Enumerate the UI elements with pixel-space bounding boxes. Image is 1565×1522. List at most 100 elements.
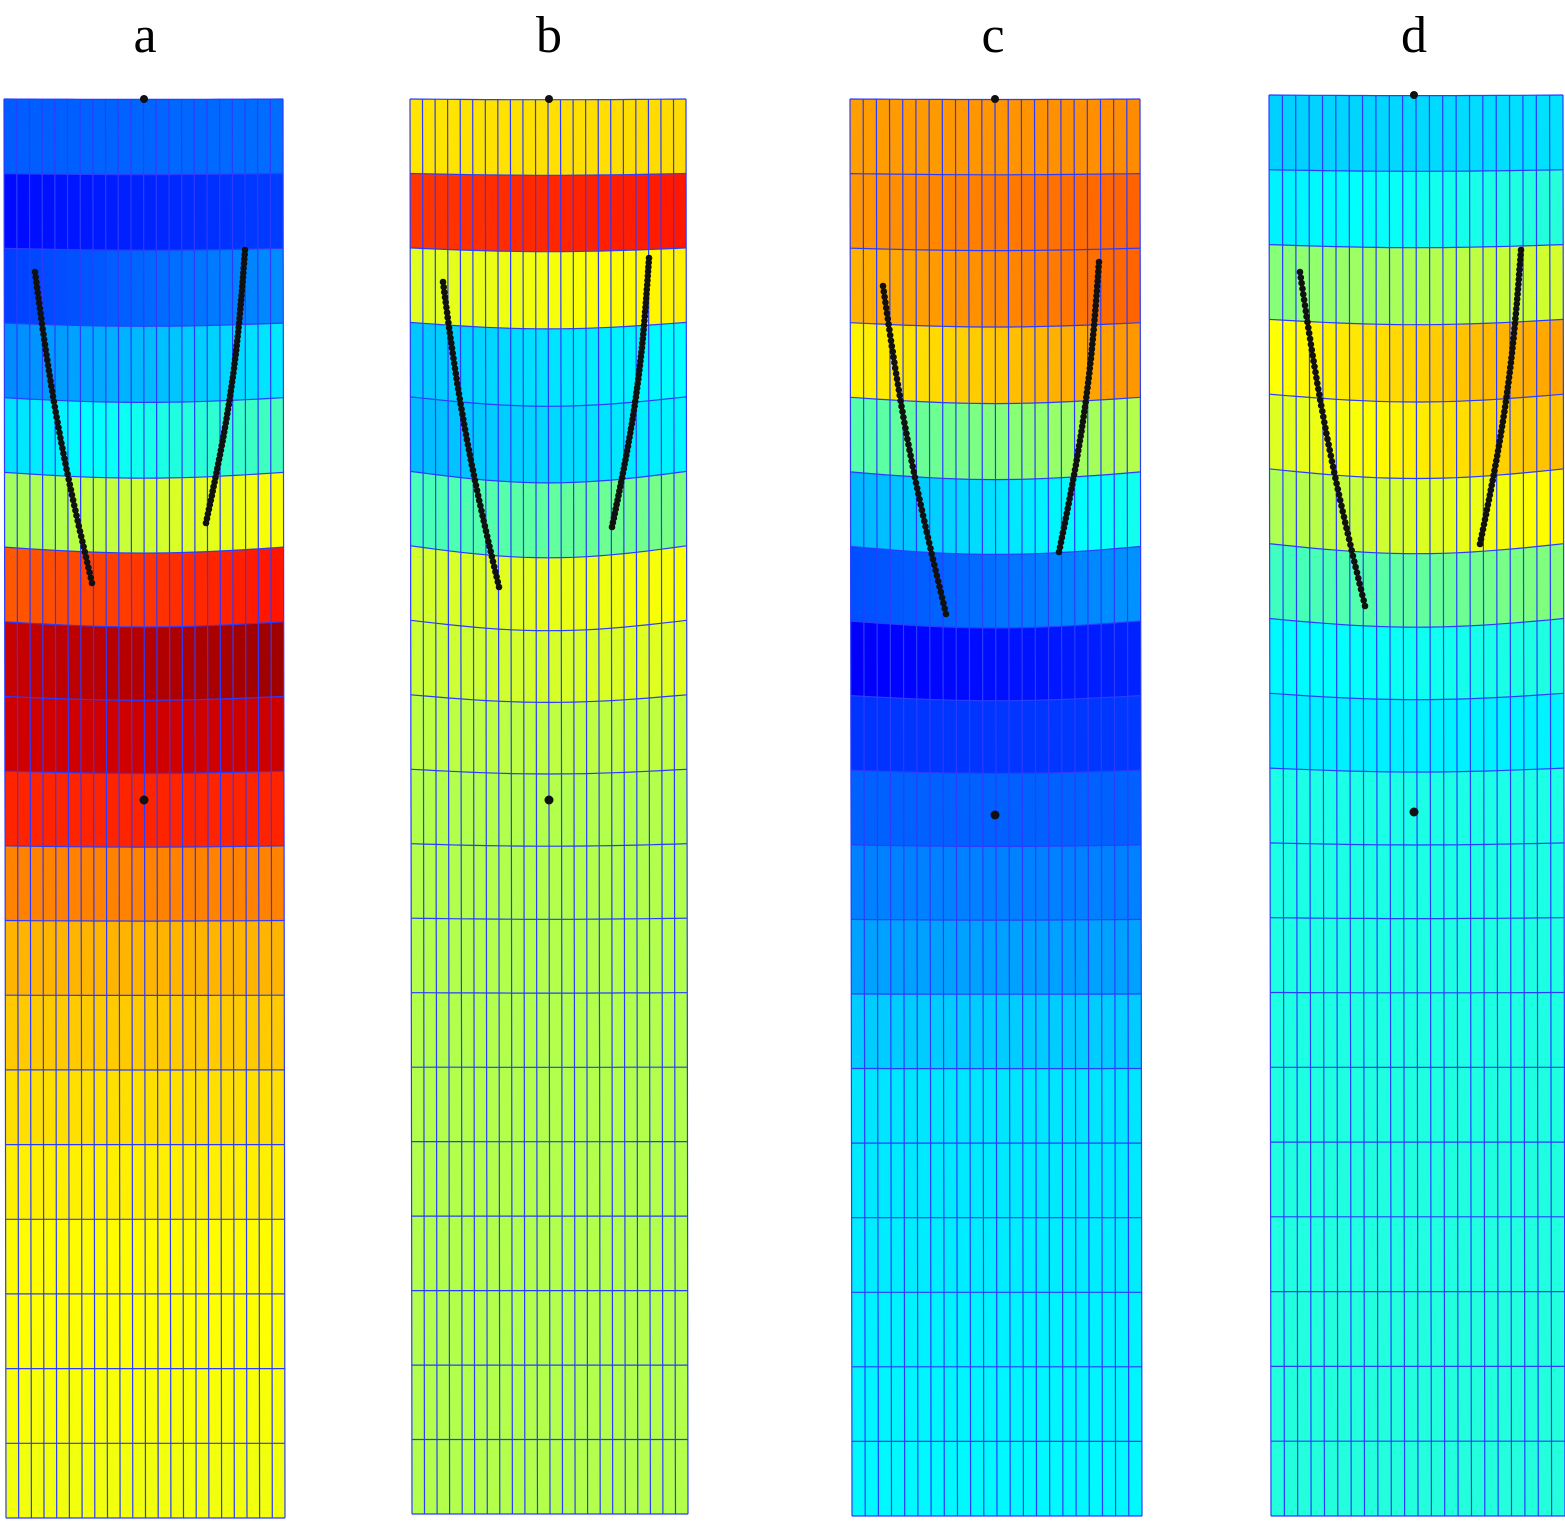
right-marker-point (1512, 310, 1520, 318)
mesh-cell (1113, 173, 1128, 250)
mesh-cell (648, 474, 662, 552)
left-marker-point (923, 528, 930, 536)
left-marker-point (1314, 380, 1321, 387)
mesh-cell (131, 995, 146, 1071)
mesh-cell (1310, 1141, 1325, 1218)
mesh-cell (131, 1144, 146, 1220)
mesh-cell (80, 400, 94, 478)
mesh-cell (1114, 621, 1129, 698)
mesh-cell (876, 473, 891, 551)
mesh-cell (1100, 248, 1115, 325)
left-marker-point (931, 561, 938, 569)
left-marker-point (36, 305, 44, 312)
mesh-cell (461, 1439, 476, 1515)
mesh-cell (1417, 1440, 1432, 1517)
left-marker-point (481, 522, 489, 530)
mesh-cell (1364, 1440, 1379, 1517)
mesh-cell (168, 174, 183, 251)
left-marker-point (55, 424, 62, 431)
mesh-cell (547, 328, 562, 407)
mesh-column-line (941, 99, 945, 1517)
mesh-cell (1417, 1141, 1432, 1218)
mesh-cell (956, 1142, 971, 1218)
mesh-cell (257, 472, 272, 550)
mesh-cell (1416, 771, 1431, 846)
mesh-cell (1404, 1366, 1419, 1442)
mesh-cell (1323, 769, 1338, 845)
mesh-cell (851, 1292, 866, 1368)
mesh-cell (68, 994, 82, 1071)
mesh-cell (649, 1215, 663, 1291)
mesh-cell (17, 994, 32, 1071)
mesh-cell (169, 1144, 184, 1220)
mesh-cell (510, 773, 525, 847)
mesh-cell (4, 994, 19, 1071)
right-marker-point (1512, 315, 1519, 322)
mesh-cell (995, 772, 1010, 847)
mesh-cell (1523, 768, 1538, 845)
mesh-cell (1415, 95, 1430, 172)
mesh-cell (17, 622, 31, 698)
mesh-cell (915, 174, 930, 251)
left-marker-point (35, 294, 42, 302)
mesh-cell (119, 1219, 133, 1295)
mesh-cell (220, 698, 234, 774)
mesh-cell (1088, 1068, 1103, 1144)
mesh-cell (106, 920, 120, 996)
mesh-cell (1522, 245, 1537, 322)
mesh-cell (460, 844, 475, 920)
mesh-cell (1470, 992, 1485, 1068)
panel-label-d: d (1401, 7, 1427, 64)
mesh-cell (661, 547, 675, 624)
mesh-cell (662, 1364, 676, 1440)
mesh-cell (889, 474, 904, 552)
mesh-cell (1377, 1216, 1392, 1292)
left-marker-point (1352, 563, 1359, 571)
mesh-cell (1323, 1440, 1339, 1517)
mesh-cell (1035, 1292, 1050, 1368)
mesh-cell (155, 99, 170, 175)
mesh-cell (29, 697, 44, 773)
mesh-cell (510, 174, 524, 252)
mesh-cell (864, 1366, 879, 1442)
mesh-cell (890, 919, 905, 995)
mesh-cell (484, 99, 499, 176)
mesh-cell (1497, 1440, 1512, 1517)
mesh-cell (473, 626, 487, 701)
mesh-cell (16, 173, 30, 250)
mesh-cell (1296, 620, 1311, 697)
mesh-cell (1061, 551, 1076, 627)
mesh-cell (889, 549, 904, 626)
mesh-cell (1429, 477, 1444, 554)
mesh-cell (1550, 1216, 1565, 1292)
mesh-cell (1549, 94, 1564, 171)
mesh-cell (1537, 1440, 1552, 1517)
mesh-cell (915, 325, 930, 403)
mesh-column-line (954, 99, 959, 1517)
mesh-cell (168, 325, 183, 403)
mesh-cell (548, 557, 562, 632)
mesh-column-line (257, 99, 261, 1519)
mesh-cell (498, 700, 512, 774)
mesh-cell (511, 1364, 526, 1440)
mesh-cell (3, 322, 18, 399)
mesh-cell (499, 1215, 513, 1291)
mesh-cell (649, 1364, 664, 1440)
mesh-cell (916, 771, 931, 847)
mesh-cell (1047, 325, 1062, 403)
mesh-cell (4, 696, 18, 772)
left-marker-point (1322, 424, 1329, 432)
mesh-cell (1021, 174, 1036, 251)
mesh-lines-c (849, 98, 1143, 1517)
right-marker-point (1069, 481, 1076, 488)
mesh-cell (1430, 1141, 1445, 1218)
mesh-cell (105, 477, 120, 554)
mesh-cell (43, 1293, 57, 1369)
mesh-cell (1522, 396, 1538, 474)
mesh-cell (474, 1290, 488, 1366)
mesh-cell (54, 249, 69, 326)
mesh-cell (942, 772, 957, 847)
mesh-cell (220, 1293, 235, 1369)
mesh-cell (1524, 1440, 1539, 1517)
left-marker-point (1299, 285, 1306, 293)
